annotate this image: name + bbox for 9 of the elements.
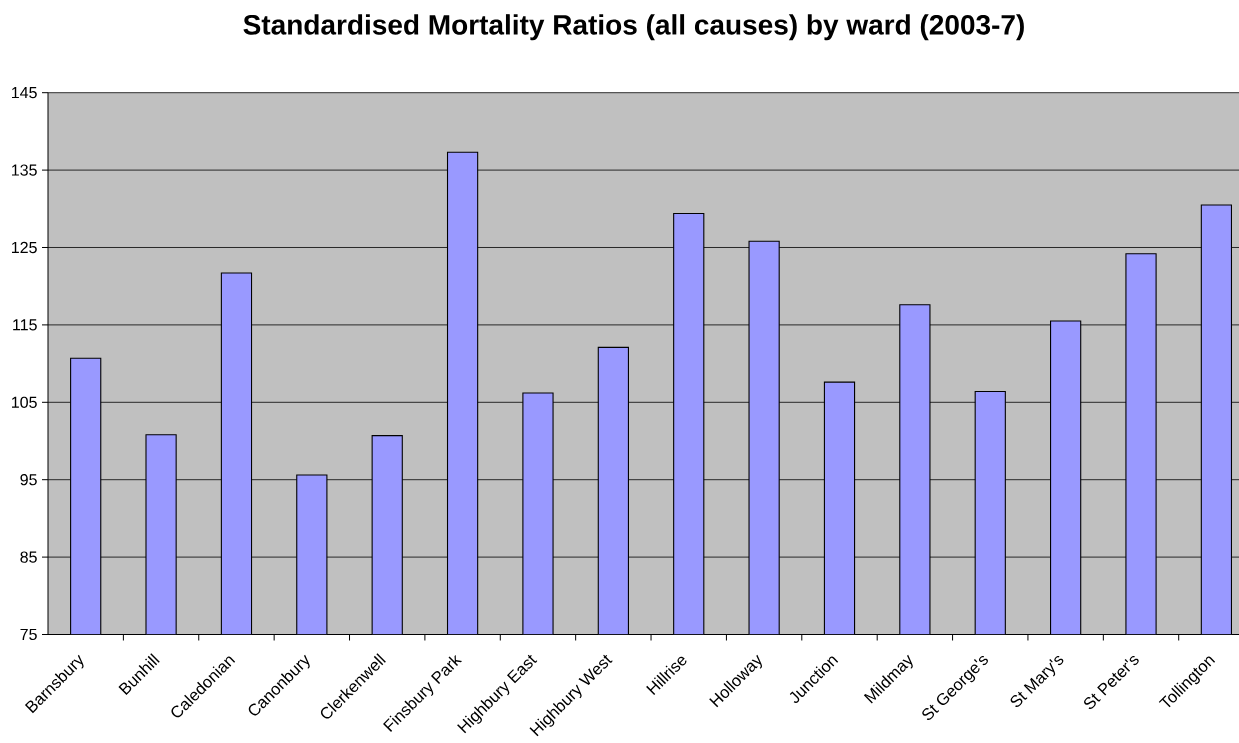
y-tick-label: 85	[20, 551, 37, 563]
y-tick-label: 75	[20, 628, 37, 641]
y-tick-label: 125	[12, 241, 37, 254]
y-tick-label: 135	[12, 164, 37, 176]
y-tick-label: 105	[12, 396, 37, 408]
y-tick-label: 95	[20, 474, 37, 486]
y-tick-label: 115	[13, 319, 37, 331]
y-tick-label: 145	[12, 87, 37, 99]
chart-title: Standardised Mortality Ratios (all causes) by ward (2003-7)	[243, 14, 1024, 41]
